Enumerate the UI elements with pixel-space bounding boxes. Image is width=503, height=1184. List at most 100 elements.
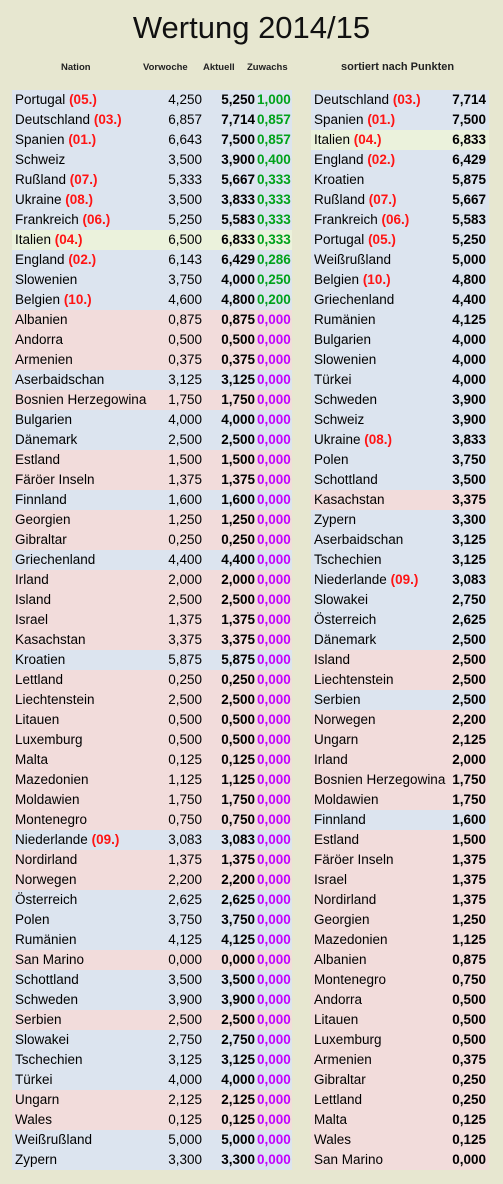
nation-cell: Ukraine (08.) xyxy=(314,430,392,450)
nation-name: Schweiz xyxy=(15,152,66,167)
increase-value: 0,000 xyxy=(257,892,291,907)
rank-label: (04.) xyxy=(353,132,382,147)
increase-value: 0,000 xyxy=(257,512,291,527)
nation-cell: Griechenland xyxy=(15,550,95,570)
nation-name: Albanien xyxy=(15,312,68,327)
nation-name: Gibraltar xyxy=(15,532,67,547)
rank-label: (05.) xyxy=(368,232,396,247)
current-value: 0,250 xyxy=(221,672,255,687)
nation-name: Zypern xyxy=(15,1152,58,1167)
increase-value: 0,000 xyxy=(257,1092,291,1107)
nation-name: Portugal xyxy=(314,232,365,247)
nation-cell: Norwegen xyxy=(314,710,376,730)
nation-name: Frankreich xyxy=(314,212,378,227)
table-row: Georgien 1,250 xyxy=(311,910,489,930)
nation-name: Georgien xyxy=(314,912,370,927)
nation-name: Malta xyxy=(15,752,49,767)
current-value: 0,500 xyxy=(221,332,255,347)
nation-name: Irland xyxy=(314,752,348,767)
nation-cell: Malta xyxy=(314,1110,347,1130)
previous-week-value: 1,600 xyxy=(168,492,202,507)
table-row: Bosnien Herzegowina 1,750 1,750 0,000 xyxy=(12,390,292,410)
points-value: 1,375 xyxy=(452,872,486,887)
nation-name: Rumänien xyxy=(314,312,376,327)
increase-value: 0,000 xyxy=(257,932,291,947)
previous-week-value: 0,750 xyxy=(168,812,202,827)
table-row: San Marino 0,000 xyxy=(311,1150,489,1170)
header-vorwoche: Vorwoche xyxy=(143,62,188,73)
current-value: 2,125 xyxy=(221,1092,255,1107)
table-row: Liechtenstein 2,500 xyxy=(311,670,489,690)
increase-value: 1,000 xyxy=(257,92,291,107)
nation-cell: Bulgarien xyxy=(15,410,72,430)
previous-week-value: 2,000 xyxy=(168,572,202,587)
table-row: Dänemark 2,500 xyxy=(311,630,489,650)
nation-cell: Moldawien xyxy=(15,790,80,810)
nation-cell: Italien (04.) xyxy=(314,130,382,150)
table-row: Ungarn 2,125 xyxy=(311,730,489,750)
table-row: Lettland 0,250 xyxy=(311,1090,489,1110)
nation-name: Serbien xyxy=(314,692,361,707)
nation-cell: Georgien xyxy=(15,510,71,530)
nation-name: Italien xyxy=(15,232,52,247)
current-value: 0,500 xyxy=(221,732,255,747)
increase-value: 0,000 xyxy=(257,632,291,647)
nation-name: Luxemburg xyxy=(15,732,83,747)
nation-cell: Färöer Inseln xyxy=(314,850,394,870)
rank-label: (04.) xyxy=(54,232,83,247)
nation-name: Schottland xyxy=(314,472,378,487)
nation-name: Deutschland xyxy=(314,92,390,107)
nation-name: Ungarn xyxy=(314,732,359,747)
current-value: 3,125 xyxy=(221,372,255,387)
current-value: 3,500 xyxy=(221,972,255,987)
points-value: 3,083 xyxy=(452,572,486,587)
nation-cell: Weißrußland xyxy=(15,1130,92,1150)
table-row: Kasachstan 3,375 3,375 0,000 xyxy=(12,630,292,650)
header-zuwachs: Zuwachs xyxy=(247,62,288,73)
table-row: Zypern 3,300 3,300 0,000 xyxy=(12,1150,292,1170)
increase-value: 0,000 xyxy=(257,472,291,487)
nation-name: Spanien xyxy=(15,132,65,147)
table-row: Niederlande (09.) 3,083 3,083 0,000 xyxy=(12,830,292,850)
nation-cell: Israel xyxy=(15,610,48,630)
points-value: 2,000 xyxy=(452,752,486,767)
table-row: England (02.) 6,143 6,429 0,286 xyxy=(12,250,292,270)
current-value: 1,375 xyxy=(221,472,255,487)
table-row: Ukraine (08.) 3,833 xyxy=(311,430,489,450)
nation-cell: Tschechien xyxy=(15,1050,83,1070)
nation-name: Norwegen xyxy=(314,712,376,727)
nation-name: Bosnien Herzegowina xyxy=(314,772,446,787)
nation-name: Georgien xyxy=(15,512,71,527)
nation-cell: Frankreich (06.) xyxy=(15,210,110,230)
points-value: 1,750 xyxy=(452,772,486,787)
nation-name: Montenegro xyxy=(314,972,387,987)
nation-cell: Kasachstan xyxy=(15,630,86,650)
table-row: Türkei 4,000 xyxy=(311,370,489,390)
nation-cell: Serbien xyxy=(15,1010,62,1030)
table-row: Wales 0,125 xyxy=(311,1130,489,1150)
table-row: Albanien 0,875 0,875 0,000 xyxy=(12,310,292,330)
nation-name: England xyxy=(314,152,364,167)
previous-week-value: 1,375 xyxy=(168,472,202,487)
nation-cell: Dänemark xyxy=(314,630,376,650)
current-value: 1,125 xyxy=(221,772,255,787)
table-row: Frankreich (06.) 5,583 xyxy=(311,210,489,230)
previous-week-value: 0,875 xyxy=(168,312,202,327)
nation-name: Gibraltar xyxy=(314,1072,366,1087)
nation-cell: Aserbaidschan xyxy=(15,370,104,390)
table-row: Norwegen 2,200 xyxy=(311,710,489,730)
points-value: 3,750 xyxy=(452,452,486,467)
previous-week-value: 0,500 xyxy=(168,332,202,347)
increase-value: 0,333 xyxy=(257,212,291,227)
points-value: 6,429 xyxy=(452,152,486,167)
previous-week-value: 1,375 xyxy=(168,612,202,627)
increase-value: 0,000 xyxy=(257,332,291,347)
nation-name: Liechtenstein xyxy=(314,672,394,687)
points-value: 0,250 xyxy=(452,1092,486,1107)
table-row: Slowakei 2,750 xyxy=(311,590,489,610)
nation-cell: Andorra xyxy=(15,330,63,350)
nation-name: Niederlande xyxy=(314,572,387,587)
points-value: 0,875 xyxy=(452,952,486,967)
nation-cell: Zypern xyxy=(15,1150,57,1170)
current-value: 0,125 xyxy=(221,1112,255,1127)
